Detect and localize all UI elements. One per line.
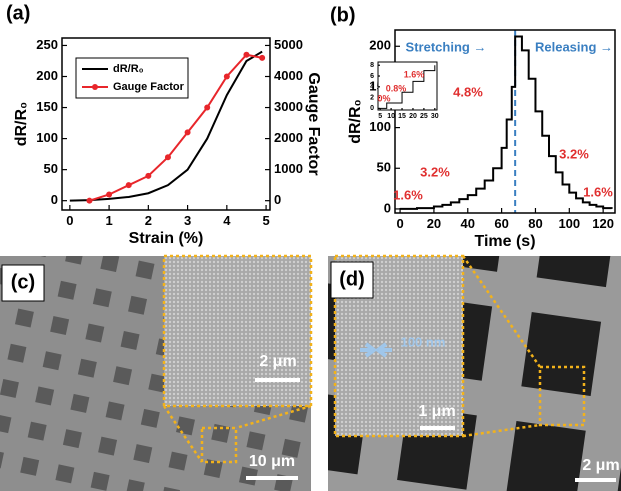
x-tick-label: 40: [461, 216, 475, 231]
legend-label: dR/R₀: [113, 63, 144, 75]
annotation: Releasing →: [535, 39, 613, 54]
y-tick-label: 6: [370, 73, 374, 80]
point: [184, 129, 191, 136]
annotation: 0.8%: [386, 83, 407, 93]
scale-label: 2 μm: [582, 457, 619, 474]
y-tick-label: 0: [370, 105, 374, 112]
y-axis-label: dR/R₀: [13, 102, 30, 147]
annotation: Stretching →: [406, 39, 487, 54]
x-tick-label: 30: [431, 113, 439, 120]
y2-tick-label: 1000: [274, 161, 303, 176]
x-tick-label: 3: [184, 213, 191, 228]
plot-frame: [61, 37, 271, 211]
series-line: [380, 65, 436, 109]
series-line: [89, 53, 263, 202]
y2-tick-label: 2000: [274, 130, 303, 145]
y-tick-label: 100: [36, 130, 58, 145]
image-d: [328, 254, 621, 491]
panel-label: (d): [339, 268, 365, 290]
y-tick-label: 8: [370, 62, 374, 69]
annotation: 1.6%: [583, 184, 613, 199]
point: [204, 104, 211, 111]
annotation: 4.8%: [453, 84, 483, 99]
y2-axis-label: Gauge Factor: [305, 72, 322, 175]
x-tick-label: 60: [494, 216, 508, 231]
legend-label: Gauge Factor: [113, 81, 185, 93]
scale-label: 1 μm: [418, 403, 455, 420]
x-tick-label: 0: [66, 213, 73, 228]
annotation: 3.2%: [420, 164, 450, 179]
y-tick-label: 0: [51, 192, 58, 207]
y-tick-label: 200: [36, 68, 58, 83]
annotation: 1.6%: [393, 187, 423, 202]
image-c: [0, 254, 313, 491]
point: [86, 197, 93, 204]
y-tick-label: 50: [377, 160, 391, 175]
point: [164, 154, 171, 161]
x-tick-label: 1: [105, 213, 112, 228]
point: [106, 191, 113, 198]
annotation: 0%: [377, 93, 390, 103]
x-tick-label: 120: [592, 216, 614, 231]
y2-tick-label: 5000: [274, 37, 303, 52]
x-axis-label: Strain (%): [129, 230, 204, 247]
point: [243, 51, 250, 58]
plot-frame: [377, 61, 438, 111]
point: [259, 54, 266, 61]
plot-frame: [394, 29, 616, 214]
panel-label: (b): [330, 4, 356, 26]
y-tick-label: 4: [370, 84, 374, 91]
y2-tick-label: 3000: [274, 99, 303, 114]
y-tick-label: 50: [44, 161, 58, 176]
x-tick-label: 20: [409, 113, 417, 120]
x-tick-label: 5: [378, 113, 382, 120]
y-tick-label: 2: [370, 94, 374, 101]
point: [145, 172, 152, 179]
y-tick-label: 200: [369, 38, 391, 53]
y-axis-label: dR/R₀: [347, 99, 364, 144]
x-tick-label: 25: [420, 113, 428, 120]
y2-tick-label: 4000: [274, 68, 303, 83]
panel-label: (c): [11, 271, 35, 293]
series-line: [400, 35, 613, 210]
y-tick-label: 0: [384, 200, 391, 215]
y-tick-label: 150: [36, 99, 58, 114]
scale-label: 2 μm: [259, 353, 296, 370]
y2-tick-label: 0: [274, 192, 281, 207]
x-tick-label: 100: [558, 216, 580, 231]
scale-label: 10 μm: [249, 453, 295, 470]
annotation: 3.2%: [559, 146, 589, 161]
x-tick-label: 15: [398, 113, 406, 120]
point: [223, 73, 230, 80]
x-axis-label: Time (s): [474, 233, 535, 250]
x-tick-label: 80: [528, 216, 542, 231]
series-line: [69, 50, 263, 202]
inset-bg: [378, 62, 437, 110]
x-tick-label: 10: [387, 113, 395, 120]
legend-box: [75, 57, 189, 99]
x-tick-label: 20: [427, 216, 441, 231]
annotation: 1.6%: [404, 69, 425, 79]
legend-marker: [92, 84, 98, 90]
panel-label: (a): [6, 2, 30, 24]
x-tick-label: 2: [145, 213, 152, 228]
gap-label: 100 nm: [401, 334, 446, 349]
y-tick-label: 250: [36, 37, 58, 52]
x-tick-label: 5: [262, 213, 269, 228]
x-tick-label: 0: [396, 216, 403, 231]
x-tick-label: 4: [223, 213, 231, 228]
y-tick-label: 100: [369, 119, 391, 134]
point: [125, 182, 132, 189]
